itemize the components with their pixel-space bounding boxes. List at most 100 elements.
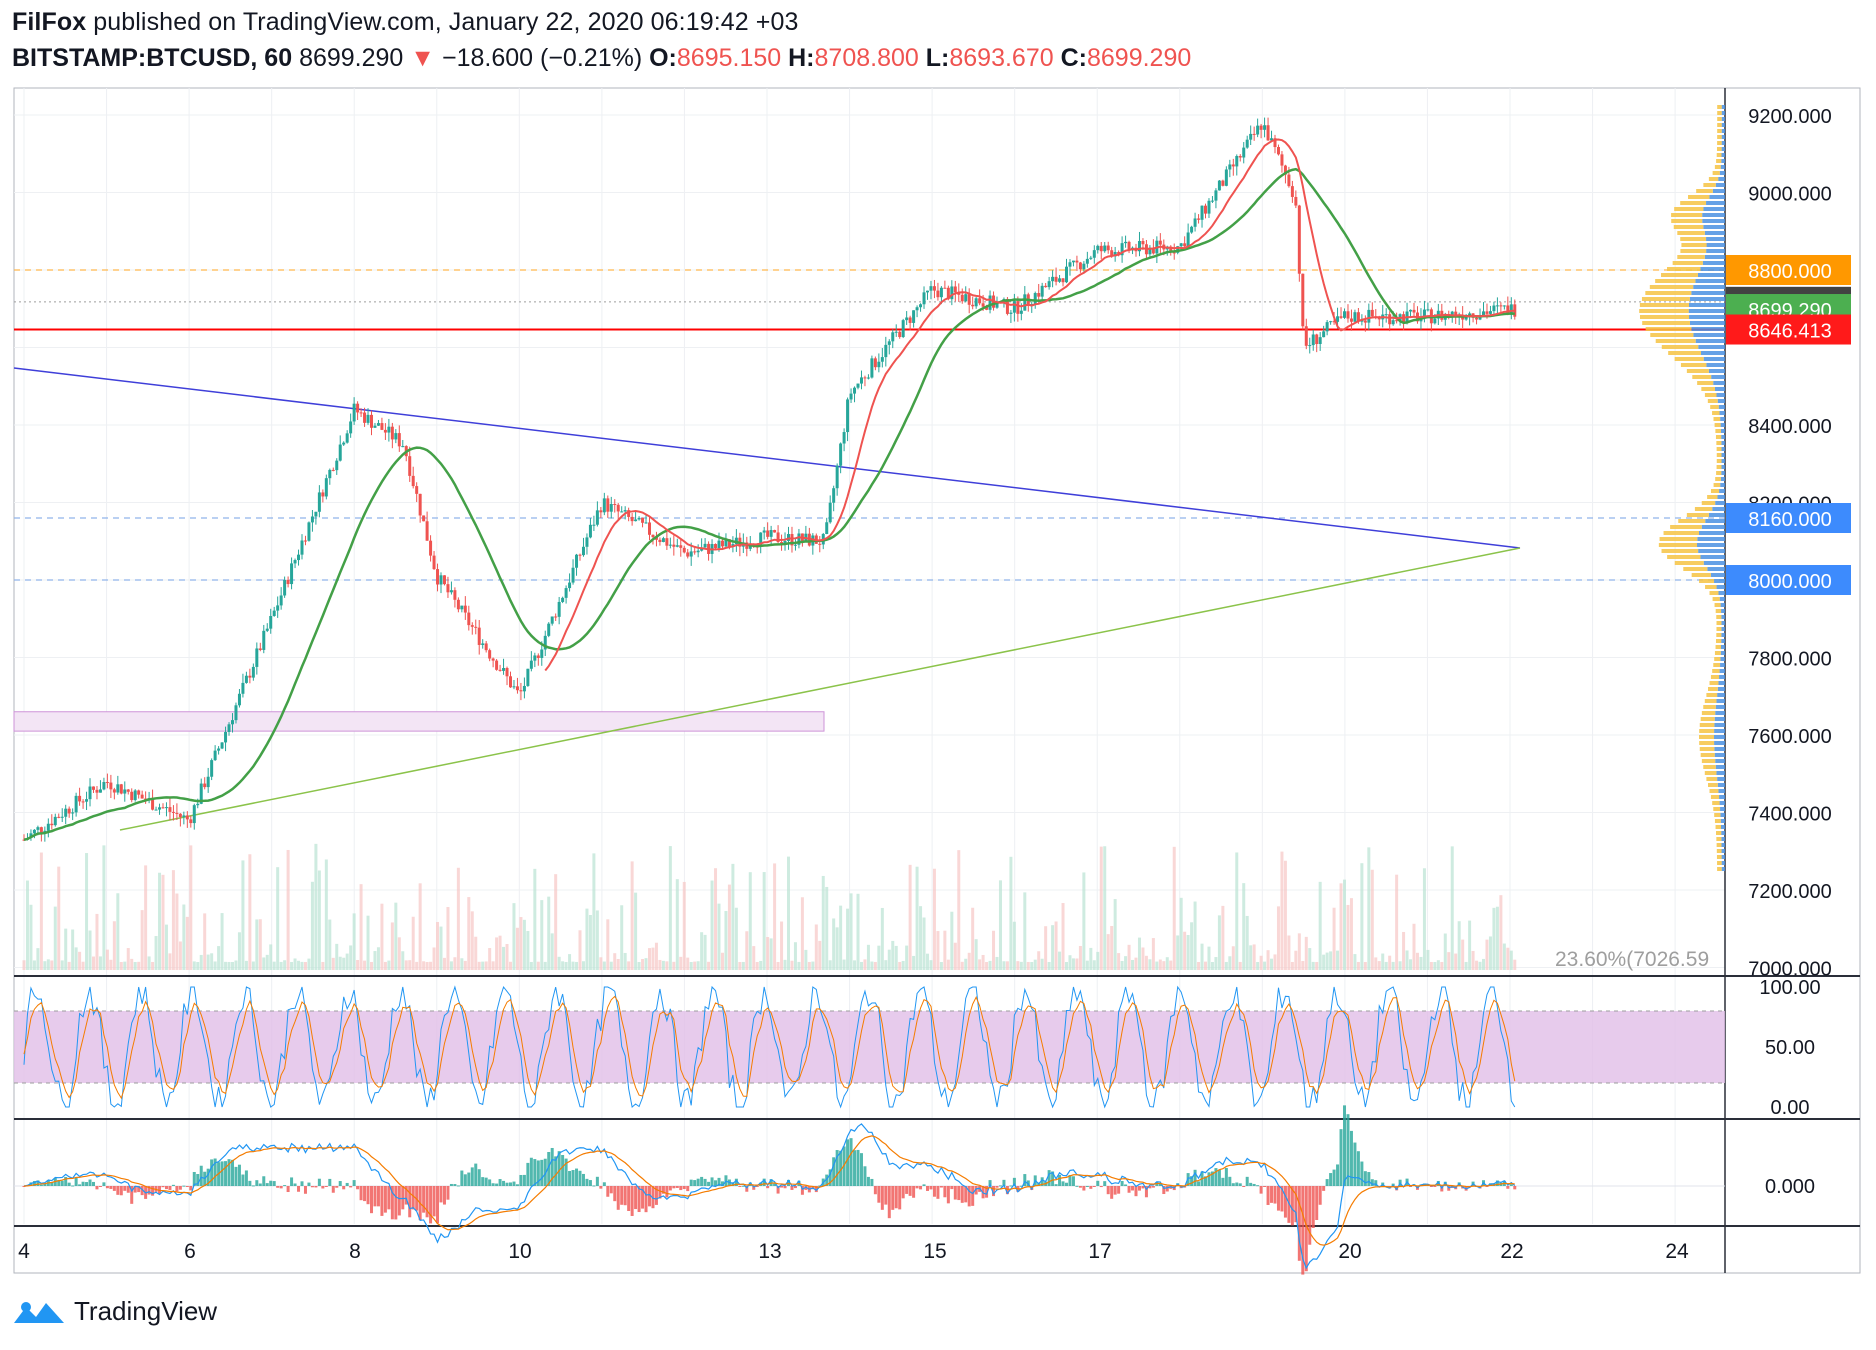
candle bbox=[227, 724, 231, 732]
vp-bar bbox=[1700, 555, 1725, 559]
volume-bar bbox=[324, 859, 328, 970]
volume-bar bbox=[1113, 899, 1117, 970]
macd-histogram-bar bbox=[1051, 1171, 1055, 1186]
volume-bar bbox=[64, 928, 68, 970]
candle bbox=[943, 287, 947, 289]
volume-bar bbox=[849, 893, 853, 970]
macd-histogram-bar bbox=[432, 1186, 436, 1217]
candle bbox=[283, 579, 287, 596]
volume-bar bbox=[314, 843, 318, 970]
volume-bar bbox=[53, 906, 57, 970]
vp-bar bbox=[1697, 381, 1714, 385]
macd-histogram-bar bbox=[693, 1180, 697, 1186]
candle bbox=[88, 786, 92, 800]
vp-bar bbox=[1713, 483, 1721, 487]
candle bbox=[1183, 243, 1187, 247]
macd-histogram-bar bbox=[126, 1186, 130, 1193]
volume-bar bbox=[1419, 956, 1423, 970]
macd-histogram-bar bbox=[710, 1177, 714, 1186]
macd-histogram-bar bbox=[262, 1176, 266, 1186]
vp-bar bbox=[1641, 297, 1690, 301]
macd-histogram-bar bbox=[839, 1150, 843, 1186]
volume-bar bbox=[616, 959, 620, 970]
volume-bar bbox=[60, 960, 64, 970]
macd-histogram-bar bbox=[526, 1162, 530, 1186]
vp-bar bbox=[1721, 141, 1725, 145]
macd-histogram-bar bbox=[123, 1186, 127, 1191]
vp-bar bbox=[1681, 243, 1707, 247]
macd-histogram-bar bbox=[741, 1185, 745, 1187]
volume-bar bbox=[1391, 961, 1395, 970]
vp-bar bbox=[1667, 555, 1701, 559]
vp-bar bbox=[1691, 291, 1725, 295]
candle bbox=[1103, 245, 1107, 252]
volume-bar bbox=[1457, 921, 1461, 970]
vp-bar bbox=[1715, 765, 1725, 769]
macd-histogram-bar bbox=[814, 1186, 818, 1193]
vp-bar bbox=[1678, 519, 1706, 523]
macd-histogram-bar bbox=[248, 1180, 252, 1186]
stochastic-d-line bbox=[23, 995, 1516, 1100]
volume-bar bbox=[317, 870, 321, 970]
candle bbox=[116, 784, 120, 793]
macd-histogram-bar bbox=[331, 1186, 335, 1193]
volume-bar bbox=[929, 960, 933, 970]
vp-bar bbox=[1671, 213, 1703, 217]
macd-histogram-bar bbox=[734, 1178, 738, 1186]
volume-bar bbox=[1040, 958, 1044, 970]
volume-bar bbox=[960, 961, 964, 970]
volume-bar bbox=[1033, 959, 1037, 970]
vp-bar bbox=[1712, 171, 1720, 175]
vp-bar bbox=[1717, 141, 1722, 145]
macd-histogram-bar bbox=[1339, 1129, 1343, 1186]
volume-bar bbox=[811, 961, 815, 970]
macd-histogram-bar bbox=[328, 1178, 332, 1186]
candle bbox=[581, 546, 585, 556]
vp-bar bbox=[1661, 549, 1699, 553]
vp-bar bbox=[1707, 495, 1718, 499]
candle bbox=[509, 676, 513, 688]
candle bbox=[467, 612, 471, 626]
candle bbox=[300, 540, 304, 555]
vp-bar bbox=[1716, 831, 1722, 835]
macd-histogram-bar bbox=[147, 1186, 151, 1195]
volume-bar bbox=[790, 960, 794, 970]
vp-bar bbox=[1680, 201, 1707, 205]
volume-bar bbox=[495, 937, 499, 970]
vp-bar bbox=[1721, 633, 1725, 637]
volume-bar bbox=[231, 961, 235, 970]
vp-bar bbox=[1721, 831, 1725, 835]
candle bbox=[199, 783, 203, 804]
macd-histogram-bar bbox=[853, 1150, 857, 1186]
vp-bar bbox=[1715, 645, 1721, 649]
candle bbox=[488, 650, 492, 659]
volume-bar bbox=[1297, 933, 1301, 970]
candle bbox=[366, 414, 370, 423]
volume-bar bbox=[717, 903, 721, 970]
vp-bar bbox=[1707, 783, 1718, 787]
vp-bar bbox=[1699, 723, 1715, 727]
macd-histogram-bar bbox=[1190, 1176, 1194, 1186]
macd-histogram-bar bbox=[1238, 1183, 1242, 1186]
volume-bar bbox=[78, 951, 82, 970]
vp-bar bbox=[1714, 387, 1725, 391]
candle bbox=[495, 660, 499, 670]
vp-bar bbox=[1716, 147, 1722, 151]
candle bbox=[1033, 293, 1037, 304]
macd-histogram-bar bbox=[964, 1186, 968, 1203]
candle bbox=[1214, 190, 1218, 201]
candle bbox=[616, 504, 620, 512]
volume-bar bbox=[675, 879, 679, 970]
macd-histogram-bar bbox=[648, 1186, 652, 1207]
vp-bar bbox=[1717, 123, 1722, 127]
volume-bar bbox=[606, 919, 610, 970]
volume-bar bbox=[724, 911, 728, 970]
volume-bar bbox=[1030, 962, 1034, 970]
macd-histogram-bar bbox=[95, 1186, 99, 1190]
macd-histogram-bar bbox=[776, 1186, 780, 1194]
volume-bar bbox=[265, 954, 269, 970]
volume-bar bbox=[1019, 961, 1023, 970]
vp-bar bbox=[1716, 615, 1722, 619]
volume-bar bbox=[547, 896, 551, 970]
